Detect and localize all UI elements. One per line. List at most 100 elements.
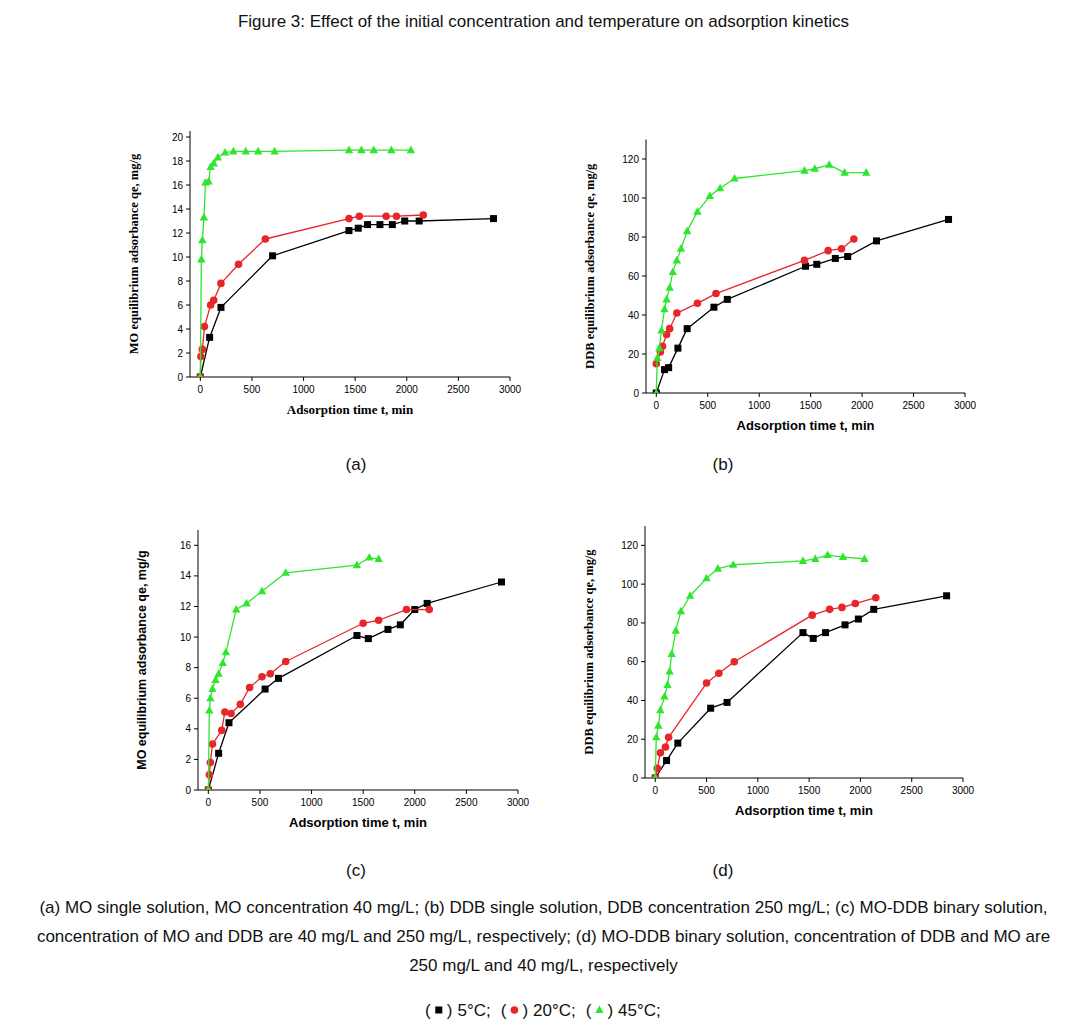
data-point <box>651 773 659 778</box>
data-point <box>217 280 225 288</box>
data-point <box>702 574 710 582</box>
data-point <box>204 785 212 790</box>
x-tick <box>518 790 519 794</box>
y-tick <box>642 354 646 355</box>
data-point <box>799 629 806 636</box>
x-tick <box>655 778 656 782</box>
data-point <box>724 699 731 706</box>
data-point <box>345 215 353 223</box>
legend-text: 45°C <box>618 1001 656 1020</box>
x-tick-label: 1500 <box>344 384 367 395</box>
data-point <box>389 221 396 228</box>
x-tick <box>757 778 758 782</box>
legend-text: ) <box>607 1001 613 1020</box>
y-tick <box>641 661 645 662</box>
y-tick-label: 12 <box>172 228 184 239</box>
data-point <box>196 372 204 377</box>
data-point <box>262 686 269 693</box>
data-point <box>810 635 817 642</box>
data-point <box>206 771 214 779</box>
y-tick-label: 14 <box>172 204 184 215</box>
data-point <box>714 564 722 572</box>
y-tick <box>194 637 198 638</box>
data-point <box>242 599 250 607</box>
y-tick <box>186 329 190 330</box>
data-point <box>707 705 714 712</box>
data-point <box>425 606 433 614</box>
data-point <box>269 252 276 259</box>
x-tick <box>656 393 657 397</box>
data-point <box>246 684 254 692</box>
x-tick-label: 1000 <box>748 400 771 411</box>
data-point <box>262 235 270 243</box>
x-tick-label: 0 <box>654 400 660 411</box>
x-tick-label: 2500 <box>901 785 924 796</box>
x-tick-label: 1000 <box>300 797 323 808</box>
y-tick <box>194 759 198 760</box>
plot-area <box>651 550 950 778</box>
data-point <box>653 353 661 361</box>
y-tick-label: 12 <box>180 601 192 612</box>
series-line <box>200 215 423 377</box>
y-tick <box>641 778 645 779</box>
series-line <box>656 239 854 364</box>
subplot-label: (d) <box>713 861 734 880</box>
y-tick <box>642 315 646 316</box>
subplot: 0246810121416050010001500200025003000Ads… <box>135 530 530 880</box>
data-point <box>353 561 361 569</box>
data-point <box>376 221 383 228</box>
data-point <box>209 740 217 748</box>
data-point <box>258 673 266 681</box>
data-point <box>365 553 373 561</box>
y-tick <box>641 700 645 701</box>
data-point <box>839 552 847 560</box>
data-point <box>197 373 205 377</box>
series-line <box>655 555 864 778</box>
data-point <box>206 694 214 702</box>
data-point <box>855 616 862 623</box>
x-tick <box>363 790 364 794</box>
data-point <box>258 587 266 595</box>
y-axis <box>190 131 191 377</box>
x-tick <box>862 393 863 397</box>
x-tick <box>707 393 708 397</box>
data-point <box>387 146 395 154</box>
data-point <box>282 568 290 576</box>
x-tick-label: 3000 <box>954 400 977 411</box>
data-point <box>266 670 274 678</box>
series-line <box>656 219 948 393</box>
x-tick-label: 3000 <box>507 797 530 808</box>
x-tick-label: 500 <box>252 797 269 808</box>
y-tick <box>642 159 646 160</box>
legend-text: ( <box>425 1001 431 1020</box>
y-tick <box>194 575 198 576</box>
data-point <box>219 658 227 666</box>
y-tick <box>186 161 190 162</box>
y-tick <box>641 622 645 623</box>
data-point <box>851 600 859 608</box>
data-point <box>799 556 807 564</box>
data-point <box>359 619 367 627</box>
x-tick-label: 1500 <box>352 797 375 808</box>
data-point <box>945 216 952 223</box>
y-tick <box>641 545 645 546</box>
x-tick-label: 500 <box>244 384 261 395</box>
y-tick-label: 0 <box>632 773 638 784</box>
data-point <box>660 692 668 700</box>
data-point <box>838 604 846 612</box>
data-point <box>823 550 831 558</box>
data-point <box>826 606 834 614</box>
x-tick-label: 2000 <box>404 797 427 808</box>
x-tick <box>414 790 415 794</box>
data-point <box>270 147 278 155</box>
data-point <box>275 675 282 682</box>
x-tick <box>706 778 707 782</box>
data-point <box>673 309 681 317</box>
data-point <box>205 706 213 714</box>
y-tick-label: 20 <box>627 734 639 745</box>
y-tick <box>641 739 645 740</box>
legend-text: ; <box>656 1001 661 1020</box>
data-point <box>672 626 680 634</box>
data-point <box>686 591 694 599</box>
data-point <box>811 164 819 172</box>
